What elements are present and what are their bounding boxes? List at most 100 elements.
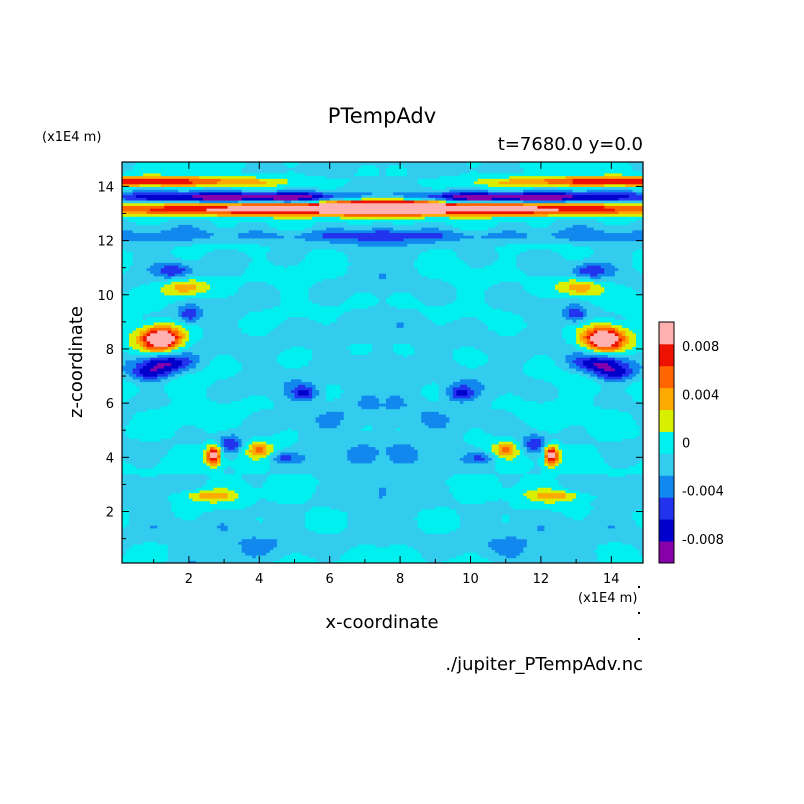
heatmap-cell <box>347 256 419 261</box>
heatmap-cell <box>146 408 260 412</box>
heatmap-cell <box>269 248 313 253</box>
heatmap-cell <box>132 167 243 171</box>
heatmap-cell <box>125 170 243 174</box>
heatmap-cell <box>498 251 521 255</box>
heatmap-cell <box>269 468 496 472</box>
heatmap-cell <box>417 267 521 271</box>
heatmap-cell <box>632 544 643 548</box>
heatmap-cell <box>167 546 243 551</box>
heatmap-cell <box>343 411 422 415</box>
heatmap-cell <box>540 470 643 475</box>
heatmap-cell <box>122 430 127 434</box>
heatmap-cell <box>562 311 570 315</box>
heatmap-cell <box>505 392 514 396</box>
heatmap-cell <box>491 451 496 456</box>
heatmap-cell <box>639 378 643 383</box>
heatmap-cell <box>315 281 450 285</box>
heatmap-cell <box>389 294 415 299</box>
heatmap-cell <box>463 400 493 404</box>
heatmap-cell <box>199 359 211 364</box>
heatmap-cell <box>350 178 419 182</box>
heatmap-cell <box>312 194 324 198</box>
heatmap-cell <box>125 549 169 553</box>
heatmap-cell <box>421 386 440 391</box>
heatmap-cell <box>621 373 630 377</box>
heatmap-cell <box>519 162 630 166</box>
heatmap-cell <box>343 389 422 393</box>
heatmap-cell <box>122 281 151 285</box>
heatmap-cell <box>188 332 204 337</box>
heatmap-cell <box>590 300 643 304</box>
heatmap-cell <box>417 449 486 453</box>
heatmap-cell <box>400 427 472 431</box>
heatmap-cell <box>248 395 267 399</box>
heatmap-cell <box>217 224 236 228</box>
heatmap-cell <box>160 229 208 234</box>
heatmap-cell <box>558 186 602 190</box>
heatmap-cell <box>562 332 577 337</box>
heatmap-cell <box>178 427 204 431</box>
heatmap-cell <box>583 516 634 521</box>
heatmap-cell <box>414 259 465 263</box>
heatmap-cell <box>523 438 531 442</box>
heatmap-cell <box>445 386 454 391</box>
heatmap-cell <box>449 384 461 388</box>
heatmap-cell <box>136 162 246 166</box>
heatmap-cell <box>357 403 408 407</box>
heatmap-cell <box>319 413 345 418</box>
heatmap-cell <box>210 283 243 288</box>
heatmap-cell <box>428 248 454 253</box>
heatmap-cell <box>238 321 282 326</box>
heatmap-cell <box>495 549 524 553</box>
heatmap-cell <box>340 302 377 307</box>
heatmap-cell <box>132 262 155 266</box>
heatmap-cell <box>361 194 405 198</box>
heatmap-cell <box>417 522 461 526</box>
heatmap-cell <box>512 311 563 315</box>
colorbar-frame <box>658 321 675 564</box>
heatmap-cell <box>625 316 643 320</box>
heatmap-cell <box>167 302 186 307</box>
stray-marks <box>638 586 640 640</box>
heatmap-cell <box>530 468 542 472</box>
heatmap-cell <box>188 338 201 342</box>
heatmap-cell <box>122 462 134 467</box>
heatmap-cell <box>129 373 137 377</box>
heatmap-cell <box>305 514 348 518</box>
heatmap-cell <box>312 357 454 361</box>
heatmap-cell <box>421 416 450 420</box>
heatmap-cell <box>597 546 637 551</box>
heatmap-cell <box>456 511 563 515</box>
heatmap-cell <box>368 351 398 355</box>
heatmap-cell <box>628 186 643 190</box>
heatmap-cell <box>185 267 193 271</box>
heatmap-cell <box>305 522 348 526</box>
heatmap-cell <box>498 221 528 225</box>
heatmap-cell <box>350 262 415 266</box>
heatmap-cell <box>160 270 183 274</box>
heatmap-cell <box>618 362 630 366</box>
colorbar-swatch <box>659 322 674 345</box>
heatmap-cell <box>167 373 176 377</box>
heatmap-cell <box>199 199 239 204</box>
heatmap-cell <box>122 292 127 296</box>
heatmap-cell <box>509 503 591 507</box>
heatmap-cell <box>319 422 341 426</box>
heatmap-cell <box>354 172 380 177</box>
heatmap-cell <box>628 335 637 339</box>
heatmap-cell <box>315 419 341 423</box>
heatmap-cell <box>628 392 643 396</box>
heatmap-cell <box>276 454 282 458</box>
heatmap-cell <box>586 340 591 345</box>
heatmap-cell <box>213 232 239 236</box>
heatmap-cell <box>357 170 380 174</box>
heatmap-cell <box>241 367 524 372</box>
heatmap-cell <box>315 530 341 534</box>
heatmap-cell <box>618 329 626 334</box>
heatmap-cell <box>305 227 327 231</box>
colorbar-swatch <box>659 387 674 411</box>
heatmap-cell <box>632 381 643 385</box>
heatmap-cell <box>414 221 447 225</box>
heatmap-cell <box>639 270 643 274</box>
heatmap-cell <box>287 178 352 182</box>
